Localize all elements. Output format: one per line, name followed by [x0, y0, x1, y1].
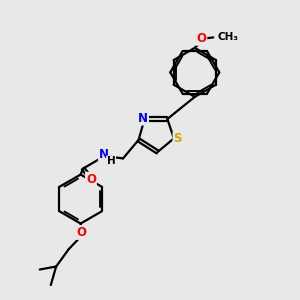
Text: N: N: [138, 112, 148, 124]
Text: S: S: [173, 133, 182, 146]
Text: O: O: [76, 226, 86, 239]
Text: H: H: [107, 156, 116, 166]
Text: O: O: [86, 173, 96, 186]
Text: N: N: [99, 148, 109, 161]
Text: O: O: [196, 32, 206, 45]
Text: CH₃: CH₃: [217, 32, 238, 42]
